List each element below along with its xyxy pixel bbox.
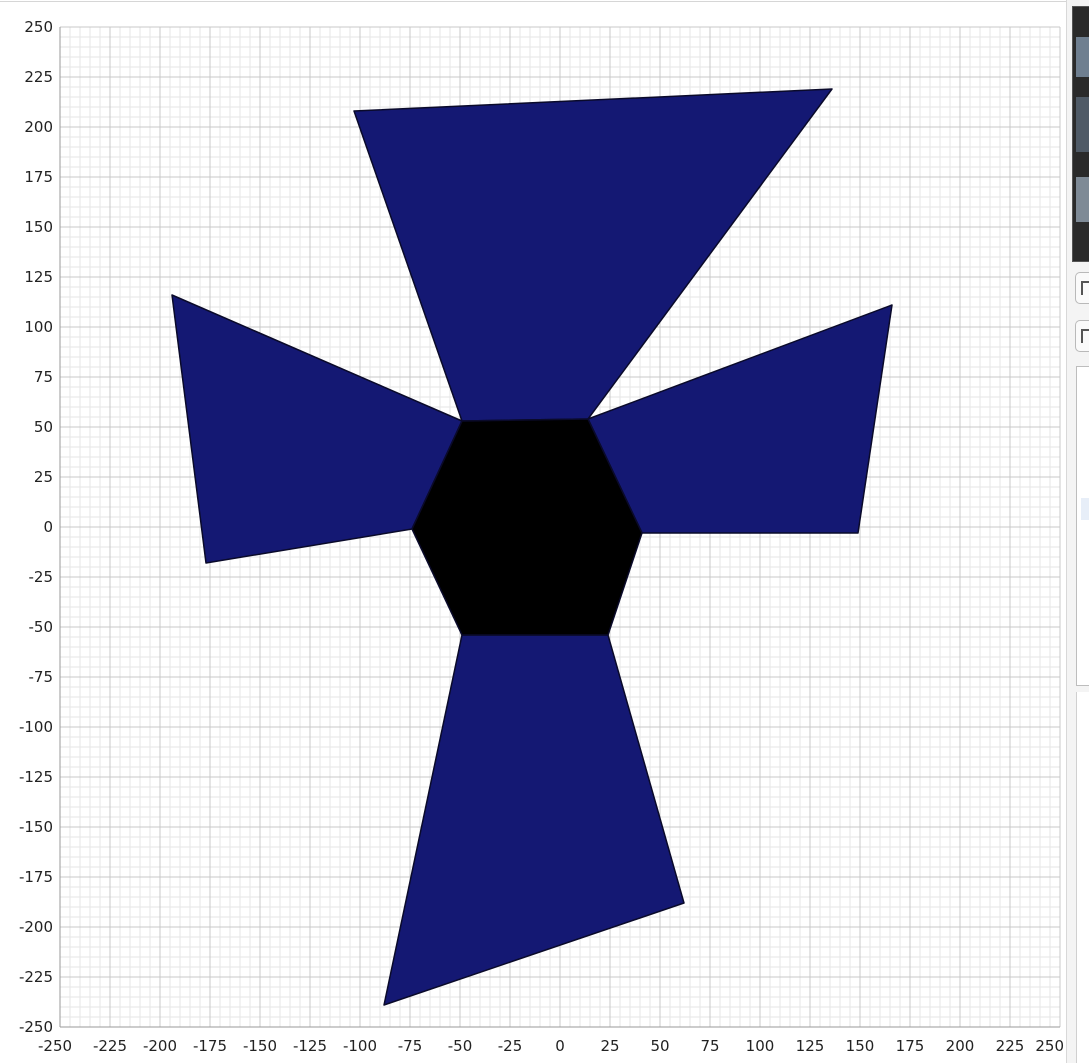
x-tick-label: -100 [343,1037,377,1055]
y-axis-tick-labels: 2502252001751501251007550250-25-50-75-10… [19,18,53,1036]
arrow-icon [1081,329,1089,343]
y-tick-label: 150 [24,218,53,236]
y-tick-label: 100 [24,318,53,336]
x-tick-label: 25 [600,1037,619,1055]
y-tick-label: 125 [24,268,53,286]
y-tick-label: -100 [19,718,53,736]
center-hexagon[interactable] [411,418,643,636]
y-tick-label: 75 [34,368,53,386]
side-selection-accent [1081,498,1089,520]
x-tick-label: 250 [1035,1037,1064,1055]
side-button-top[interactable] [1075,272,1089,304]
plot-border [0,1,1066,1028]
side-lower-panel [1076,692,1089,1063]
y-tick-label: -175 [19,868,53,886]
x-tick-label: -200 [143,1037,177,1055]
x-tick-label: -75 [398,1037,423,1055]
y-tick-label: 225 [24,68,53,86]
arrow-icon [1081,281,1089,295]
y-tick-label: -125 [19,768,53,786]
coordinate-plot[interactable]: 2502252001751501251007550250-25-50-75-10… [0,0,1066,1063]
x-tick-label: -50 [448,1037,473,1055]
x-tick-label: -225 [93,1037,127,1055]
side-panel [1066,0,1089,1063]
side-button-bottom[interactable] [1075,320,1089,352]
y-tick-label: -75 [29,668,54,686]
x-tick-label: -175 [193,1037,227,1055]
x-tick-label: -150 [243,1037,277,1055]
y-tick-label: -25 [29,568,54,586]
y-tick-label: 175 [24,168,53,186]
y-tick-label: -50 [29,618,54,636]
y-tick-label: 25 [34,468,53,486]
y-tick-label: 50 [34,418,53,436]
x-tick-label: -25 [498,1037,523,1055]
y-tick-label: -225 [19,968,53,986]
x-tick-label: -125 [293,1037,327,1055]
y-tick-label: -150 [19,818,53,836]
y-tick-label: 250 [24,18,53,36]
bottom-blade[interactable] [383,634,685,1006]
x-tick-label: 175 [896,1037,925,1055]
x-tick-label: -250 [38,1037,72,1055]
x-tick-label: 125 [796,1037,825,1055]
x-tick-label: 200 [946,1037,975,1055]
x-tick-label: 75 [700,1037,719,1055]
side-content-box[interactable] [1076,366,1089,686]
y-tick-label: 200 [24,118,53,136]
y-tick-label: 0 [43,518,53,536]
x-tick-label: 50 [650,1037,669,1055]
shape-layer[interactable] [171,88,893,1006]
y-tick-label: -250 [19,1018,53,1036]
x-tick-label: 100 [746,1037,775,1055]
x-tick-label: 150 [846,1037,875,1055]
x-tick-label: 0 [555,1037,565,1055]
x-tick-label: 225 [996,1037,1025,1055]
thumbnail-preview[interactable] [1072,6,1089,262]
x-axis-tick-labels: -250 -225 -200 -175 -150 -125 -100 -75 -50 -25 0 25… [38,1037,1064,1055]
y-tick-label: -200 [19,918,53,936]
